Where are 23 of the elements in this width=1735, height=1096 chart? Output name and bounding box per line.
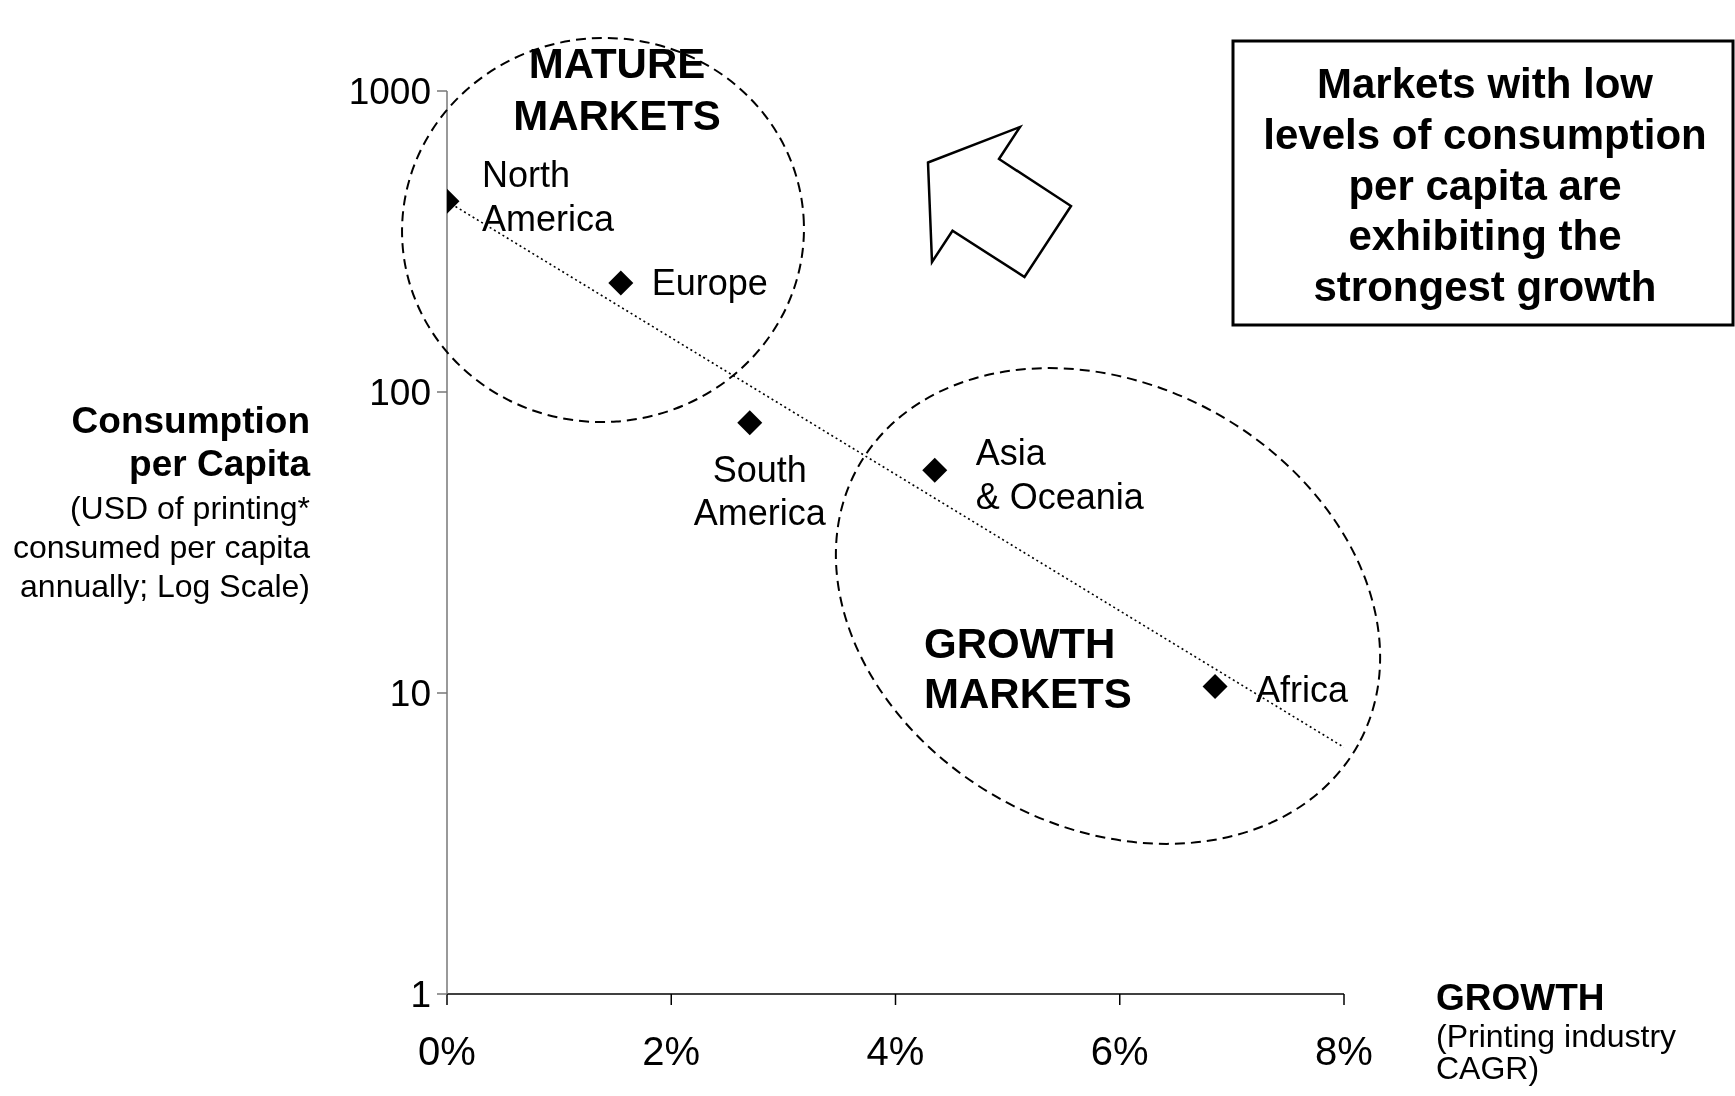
y-tick-label: 100 [369,372,431,414]
point [737,410,763,436]
x-tick-label: 8% [1315,1029,1373,1074]
point [922,457,948,483]
annotation: Europe [651,262,768,304]
y-tick-label: 1000 [348,71,431,113]
x-tick-label: 6% [1090,1029,1149,1074]
y-tick-label: 1 [410,974,431,1016]
annotation: Markets with low levels of consumption per capita are exhibiting the strongest growth [1263,60,1707,311]
y-axis-title: Consumption per Capita (USD of printing* consumed per capita annually; Log Scale) [12,400,311,604]
x-tick-label: 0% [418,1029,476,1074]
point [608,270,634,296]
point [1202,674,1228,700]
annotation: Asia & Oceania [975,432,1145,517]
x-tick-label: 2% [642,1029,701,1074]
x-tick-label: 4% [866,1029,925,1074]
annotation: Africa [1256,668,1350,710]
annotation: MATURE MARKETS [513,40,721,139]
annotation: South America [693,448,827,534]
y-tick-label: 10 [389,673,431,715]
annotation: GROWTH MARKETS [924,620,1132,717]
x-axis-title: GROWTH (Printing industry CAGR) [1436,977,1677,1086]
annotation: North America [482,154,616,239]
